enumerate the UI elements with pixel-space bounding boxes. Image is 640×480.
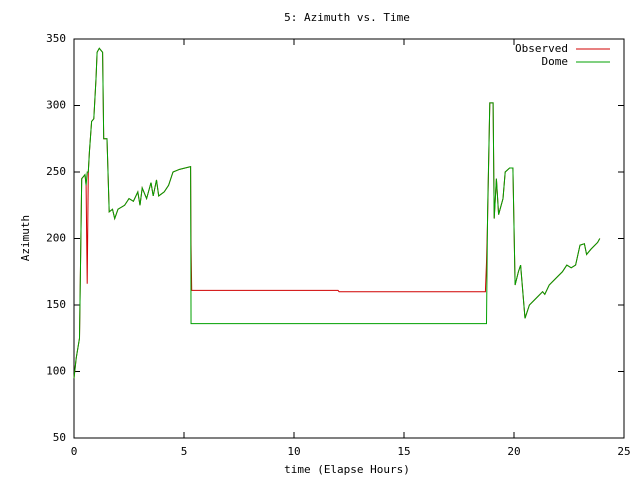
chart-title: 5: Azimuth vs. Time <box>284 11 410 24</box>
legend-label: Dome <box>542 55 569 68</box>
x-tick-label: 15 <box>397 445 410 458</box>
y-tick-label: 250 <box>46 165 66 178</box>
x-tick-label: 10 <box>287 445 300 458</box>
data-line <box>73 47 601 379</box>
y-tick-label: 300 <box>46 99 66 112</box>
x-tick-label: 20 <box>507 445 520 458</box>
x-tick-label: 25 <box>617 445 630 458</box>
x-tick-label: 0 <box>71 445 78 458</box>
y-tick-label: 350 <box>46 32 66 45</box>
y-axis-label: Azimuth <box>19 215 32 261</box>
y-tick-label: 100 <box>46 365 66 378</box>
x-tick-label: 5 <box>181 445 188 458</box>
y-tick-label: 50 <box>53 431 66 444</box>
y-tick-label: 200 <box>46 232 66 245</box>
y-tick-label: 150 <box>46 298 66 311</box>
x-axis-label: time (Elapse Hours) <box>284 463 410 476</box>
legend-label: Observed <box>515 42 568 55</box>
